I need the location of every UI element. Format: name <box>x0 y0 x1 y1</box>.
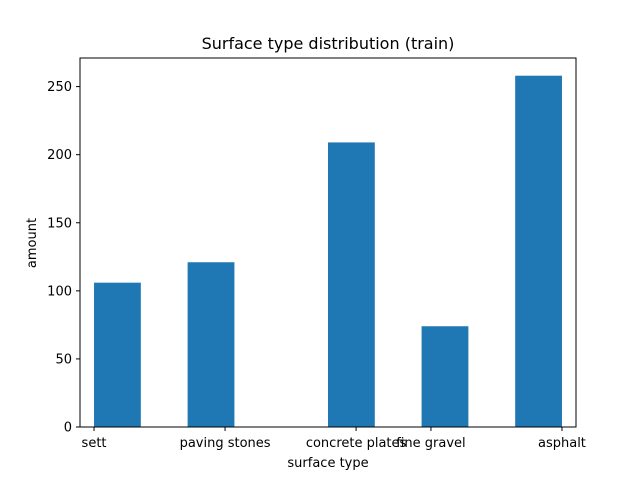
y-tick-label-2: 100 <box>47 284 72 299</box>
y-tick-label-1: 50 <box>55 352 72 367</box>
bar-0 <box>94 282 141 427</box>
bar-2 <box>328 142 375 428</box>
x-axis-label: surface type <box>287 456 368 471</box>
x-tick-label-3: fine gravel <box>396 436 465 451</box>
chart-title: Surface type distribution (train) <box>202 34 455 53</box>
x-tick-label-1: paving stones <box>180 436 271 451</box>
y-tick-label-4: 200 <box>47 148 72 163</box>
x-tick-label-2: concrete plates <box>306 436 407 451</box>
y-tick-label-5: 250 <box>47 80 72 95</box>
bars-group <box>94 75 562 428</box>
x-tick-label-4: asphalt <box>538 436 586 451</box>
y-tick-label-3: 150 <box>47 216 72 231</box>
x-tick-label-0: sett <box>82 436 107 451</box>
y-axis: 0 50 100 150 200 250 <box>47 80 80 436</box>
bar-1 <box>187 262 235 427</box>
bar-4 <box>515 75 562 427</box>
plot-frame <box>79 57 577 428</box>
y-tick-label-0: 0 <box>64 421 72 436</box>
bar-3 <box>421 326 469 427</box>
y-axis-label: amount <box>25 218 40 268</box>
